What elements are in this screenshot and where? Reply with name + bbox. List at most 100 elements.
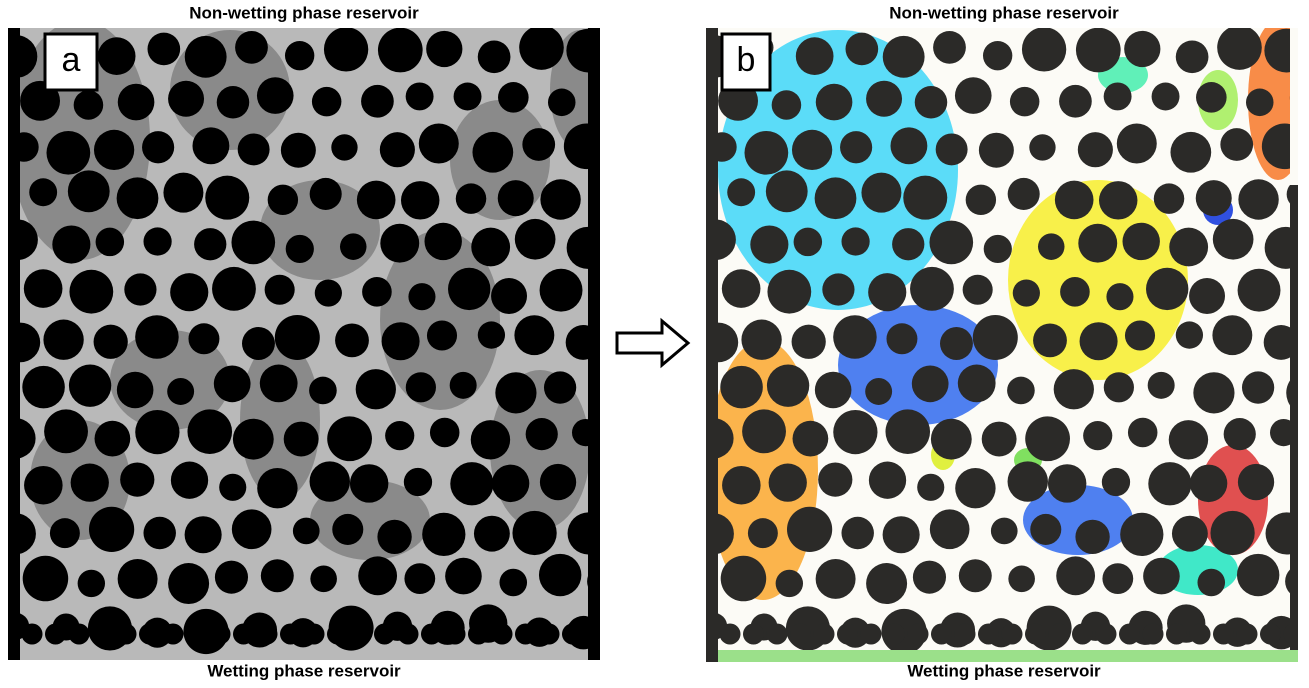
grain [939, 327, 973, 360]
grain [538, 623, 560, 645]
grain [1245, 88, 1274, 117]
grain [491, 623, 513, 645]
grain [775, 569, 804, 598]
grain [845, 32, 879, 66]
grain [93, 324, 128, 359]
grain [163, 172, 204, 213]
grain [403, 467, 433, 497]
grain [768, 463, 807, 502]
grain [1264, 226, 1290, 269]
grain [450, 462, 494, 506]
grain [43, 319, 84, 360]
grain [1079, 322, 1118, 361]
grain [1265, 512, 1290, 555]
grain [453, 82, 482, 111]
grain [385, 421, 415, 451]
grain [117, 83, 155, 121]
panel-b-grains [718, 28, 1290, 650]
grain [135, 315, 179, 359]
grain [374, 623, 395, 645]
grain [885, 409, 931, 454]
grain [890, 127, 928, 165]
grain [468, 623, 489, 645]
grain [377, 519, 412, 555]
grain [1286, 185, 1290, 204]
grain [216, 85, 250, 119]
grain [818, 462, 853, 497]
grain [1175, 40, 1209, 74]
grain [795, 37, 834, 75]
grain [935, 133, 968, 166]
grain [585, 627, 588, 641]
grain [94, 420, 131, 457]
grain [274, 314, 320, 360]
panel-a-grains [20, 28, 588, 655]
grain [115, 623, 137, 645]
grain [912, 560, 947, 594]
grain [1095, 623, 1117, 645]
grain [20, 418, 36, 459]
grain [1075, 28, 1121, 73]
grain [1033, 323, 1067, 358]
grain [1143, 557, 1180, 595]
grain [332, 513, 364, 545]
grain [718, 132, 737, 162]
grain [539, 268, 583, 312]
grain [1189, 623, 1211, 645]
grain [285, 234, 314, 264]
grain [422, 512, 466, 557]
grain [1263, 324, 1290, 360]
grain [186, 623, 207, 645]
grain [982, 40, 1013, 71]
grain [380, 223, 420, 263]
grain [20, 219, 38, 260]
grain [24, 465, 63, 505]
grain [1116, 123, 1157, 164]
grain [1008, 565, 1035, 593]
grain [495, 372, 537, 414]
grain [424, 222, 462, 261]
grain [95, 227, 125, 257]
grain [571, 418, 588, 447]
grain [514, 315, 555, 356]
grain [566, 28, 588, 73]
grain [256, 623, 278, 645]
grain [362, 277, 392, 307]
grain [539, 463, 577, 501]
grain [1171, 515, 1208, 552]
grain [866, 80, 903, 117]
grain [449, 371, 477, 399]
grain [957, 364, 996, 403]
grain [358, 556, 398, 596]
grain [1048, 623, 1070, 645]
grain [235, 30, 268, 64]
grain [448, 267, 491, 311]
grain [327, 623, 348, 645]
grain [231, 509, 272, 550]
grain [914, 85, 948, 119]
grain [903, 175, 948, 220]
grain [1146, 267, 1189, 311]
panel-b-title: Non-wetting phase reservoir [889, 3, 1119, 22]
grain [790, 623, 811, 645]
invaded-region [240, 340, 320, 500]
grain [884, 623, 905, 645]
grain [868, 461, 907, 499]
panel-a-wall-left [8, 28, 20, 660]
grain [73, 90, 104, 120]
grain [791, 324, 826, 359]
grain [77, 569, 106, 598]
grain [1237, 268, 1281, 312]
grain [1189, 464, 1228, 503]
grain [400, 181, 440, 220]
grain [910, 266, 954, 311]
grain [477, 40, 511, 74]
grain [231, 220, 276, 265]
grain [267, 184, 299, 216]
grain [397, 623, 419, 645]
grain [70, 463, 109, 502]
grain [260, 559, 294, 593]
grain [1098, 181, 1138, 220]
grain [519, 28, 564, 70]
